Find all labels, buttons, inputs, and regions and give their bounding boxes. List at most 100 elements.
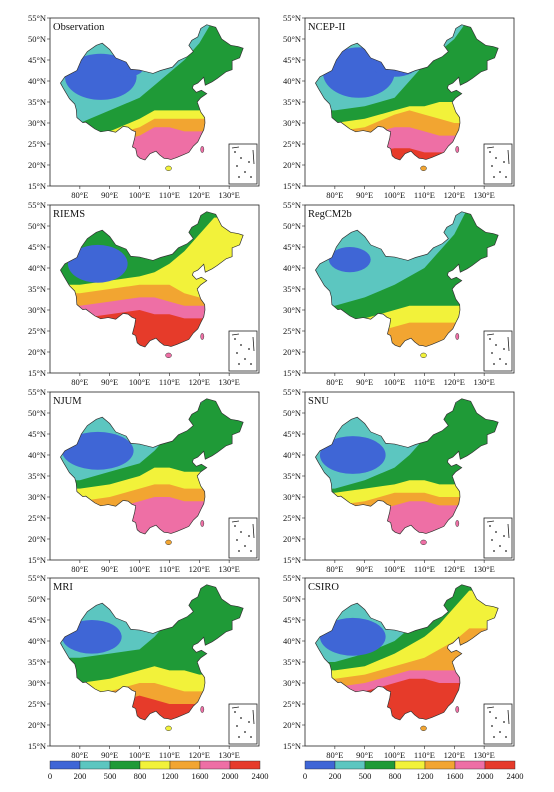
lat-tick-label: 55°N — [283, 387, 301, 397]
lon-tick-label: 90°E — [101, 190, 118, 200]
legend-swatch — [199, 760, 231, 770]
lat-tick-label: 45°N — [28, 242, 46, 252]
lat-tick-label: 35°N — [28, 284, 46, 294]
china-outline — [315, 24, 499, 161]
lon-tick-label: 100°E — [129, 564, 150, 574]
china-outline — [315, 211, 499, 348]
lat-tick-label: 30°N — [28, 305, 46, 315]
lat-tick-label: 25°N — [283, 326, 301, 336]
lat-tick-label: 20°N — [283, 534, 301, 544]
lat-tick-label: 15°N — [28, 741, 46, 751]
lat-tick-label: 15°N — [283, 368, 301, 378]
lon-tick-label: 100°E — [384, 564, 405, 574]
taiwan-island — [200, 706, 205, 713]
lon-tick-label: 130°E — [473, 564, 494, 574]
legend-tick-label: 1600 — [447, 771, 464, 781]
lon-tick-label: 100°E — [384, 750, 405, 760]
legend-tick-label: 2400 — [252, 771, 269, 781]
south-china-sea-inset — [228, 703, 258, 745]
map-panel-snu: SNU 15°N 20°N 25°N 30°N 35°N 40°N 45°N 50°N 55°N 8… — [283, 387, 515, 574]
lat-tick-label: 15°N — [283, 181, 301, 191]
panel-label: Observation — [53, 22, 105, 33]
lon-tick-label: 100°E — [129, 190, 150, 200]
lon-tick-label: 80°E — [326, 190, 343, 200]
south-china-sea-inset — [483, 517, 513, 559]
lon-tick-label: 110°E — [159, 377, 180, 387]
legend-colorbar-2: 0 200 500 800 1200 1600 2000 2400 — [303, 760, 524, 781]
south-china-sea-inset — [483, 330, 513, 372]
lat-tick-label: 20°N — [28, 160, 46, 170]
lat-tick-label: 45°N — [28, 615, 46, 625]
lat-tick-label: 50°N — [28, 221, 46, 231]
legend-tick-label: 2000 — [222, 771, 239, 781]
lon-tick-label: 80°E — [326, 564, 343, 574]
south-china-sea-inset — [228, 517, 258, 559]
lat-tick-label: 30°N — [28, 118, 46, 128]
lat-tick-label: 50°N — [283, 221, 301, 231]
map-panel-riems: RIEMS 15°N 20°N 25°N 30°N 35°N 40°N 45°N 50°N 55°… — [28, 200, 260, 387]
panel-label: SNU — [308, 396, 329, 407]
lon-tick-label: 110°E — [414, 564, 435, 574]
legend-swatch — [334, 760, 366, 770]
china-outline — [60, 24, 244, 161]
lon-tick-label: 120°E — [444, 564, 465, 574]
hainan-island — [165, 352, 172, 359]
china-outline — [60, 584, 244, 721]
south-china-sea-inset — [483, 143, 513, 185]
legend-swatch — [364, 760, 396, 770]
lat-tick-label: 15°N — [28, 181, 46, 191]
lat-tick-label: 50°N — [283, 594, 301, 604]
hainan-island — [420, 539, 427, 546]
hainan-island — [420, 165, 427, 172]
legend-swatch — [139, 760, 171, 770]
lat-tick-label: 40°N — [283, 450, 301, 460]
china-outline — [60, 211, 244, 348]
legend-swatch — [394, 760, 426, 770]
hainan-island — [420, 352, 427, 359]
taiwan-island — [200, 520, 205, 527]
legend-tick-label: 500 — [359, 771, 372, 781]
lon-tick-label: 110°E — [414, 190, 435, 200]
legend-tick-label: 800 — [389, 771, 402, 781]
lat-tick-label: 55°N — [283, 13, 301, 23]
south-china-sea-inset — [228, 330, 258, 372]
lat-tick-label: 35°N — [28, 97, 46, 107]
taiwan-island — [455, 146, 460, 153]
legend-tick-label: 1200 — [417, 771, 434, 781]
taiwan-island — [455, 520, 460, 527]
lon-tick-label: 80°E — [71, 750, 88, 760]
lat-tick-label: 40°N — [28, 76, 46, 86]
lat-tick-label: 30°N — [283, 305, 301, 315]
map-panel-ncep: NCEP-II 15°N 20°N 25°N 30°N 35°N 40°N 45°N 50°N 5… — [283, 13, 515, 200]
lon-tick-label: 110°E — [159, 750, 180, 760]
lon-tick-label: 80°E — [71, 190, 88, 200]
panel-label: CSIRO — [308, 582, 339, 593]
lat-tick-label: 25°N — [283, 513, 301, 523]
lon-tick-label: 130°E — [473, 190, 494, 200]
lat-tick-label: 15°N — [283, 741, 301, 751]
china-outline — [60, 398, 244, 535]
lat-tick-label: 40°N — [283, 263, 301, 273]
lat-tick-label: 55°N — [28, 573, 46, 583]
taiwan-island — [455, 706, 460, 713]
lon-tick-label: 80°E — [326, 750, 343, 760]
lon-tick-label: 100°E — [384, 190, 405, 200]
lat-tick-label: 25°N — [28, 139, 46, 149]
lat-tick-label: 50°N — [283, 408, 301, 418]
legend-swatch — [454, 760, 486, 770]
lon-tick-label: 90°E — [356, 750, 373, 760]
lat-tick-label: 50°N — [283, 34, 301, 44]
lat-tick-label: 55°N — [28, 200, 46, 210]
lat-tick-label: 40°N — [28, 636, 46, 646]
lat-tick-label: 50°N — [28, 408, 46, 418]
legend-colorbar-1: 0 200 500 800 1200 1600 2000 2400 — [48, 760, 269, 781]
lat-tick-label: 35°N — [28, 657, 46, 667]
panel-label: RIEMS — [53, 209, 85, 220]
panel-label: MRI — [53, 582, 73, 593]
lon-tick-label: 100°E — [384, 377, 405, 387]
legend-tick-label: 800 — [134, 771, 147, 781]
lat-tick-label: 30°N — [283, 678, 301, 688]
lon-tick-label: 130°E — [218, 190, 239, 200]
legend-tick-label: 0 — [48, 771, 52, 781]
